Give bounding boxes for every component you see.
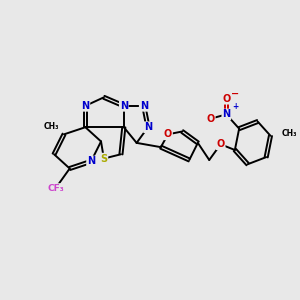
- Text: S: S: [100, 154, 107, 164]
- Text: O: O: [222, 94, 230, 104]
- Text: CH₃: CH₃: [281, 129, 297, 138]
- Text: −: −: [232, 88, 240, 98]
- Text: N: N: [144, 122, 152, 132]
- Text: N: N: [81, 101, 89, 111]
- Text: N: N: [87, 156, 95, 167]
- Text: O: O: [217, 139, 225, 149]
- Text: CF₃: CF₃: [47, 184, 64, 193]
- Text: N: N: [140, 101, 148, 111]
- Text: O: O: [206, 114, 215, 124]
- Text: CH₃: CH₃: [44, 122, 59, 131]
- Text: O: O: [164, 129, 172, 139]
- Text: +: +: [232, 102, 239, 111]
- Text: N: N: [120, 101, 128, 111]
- Text: N: N: [222, 110, 230, 119]
